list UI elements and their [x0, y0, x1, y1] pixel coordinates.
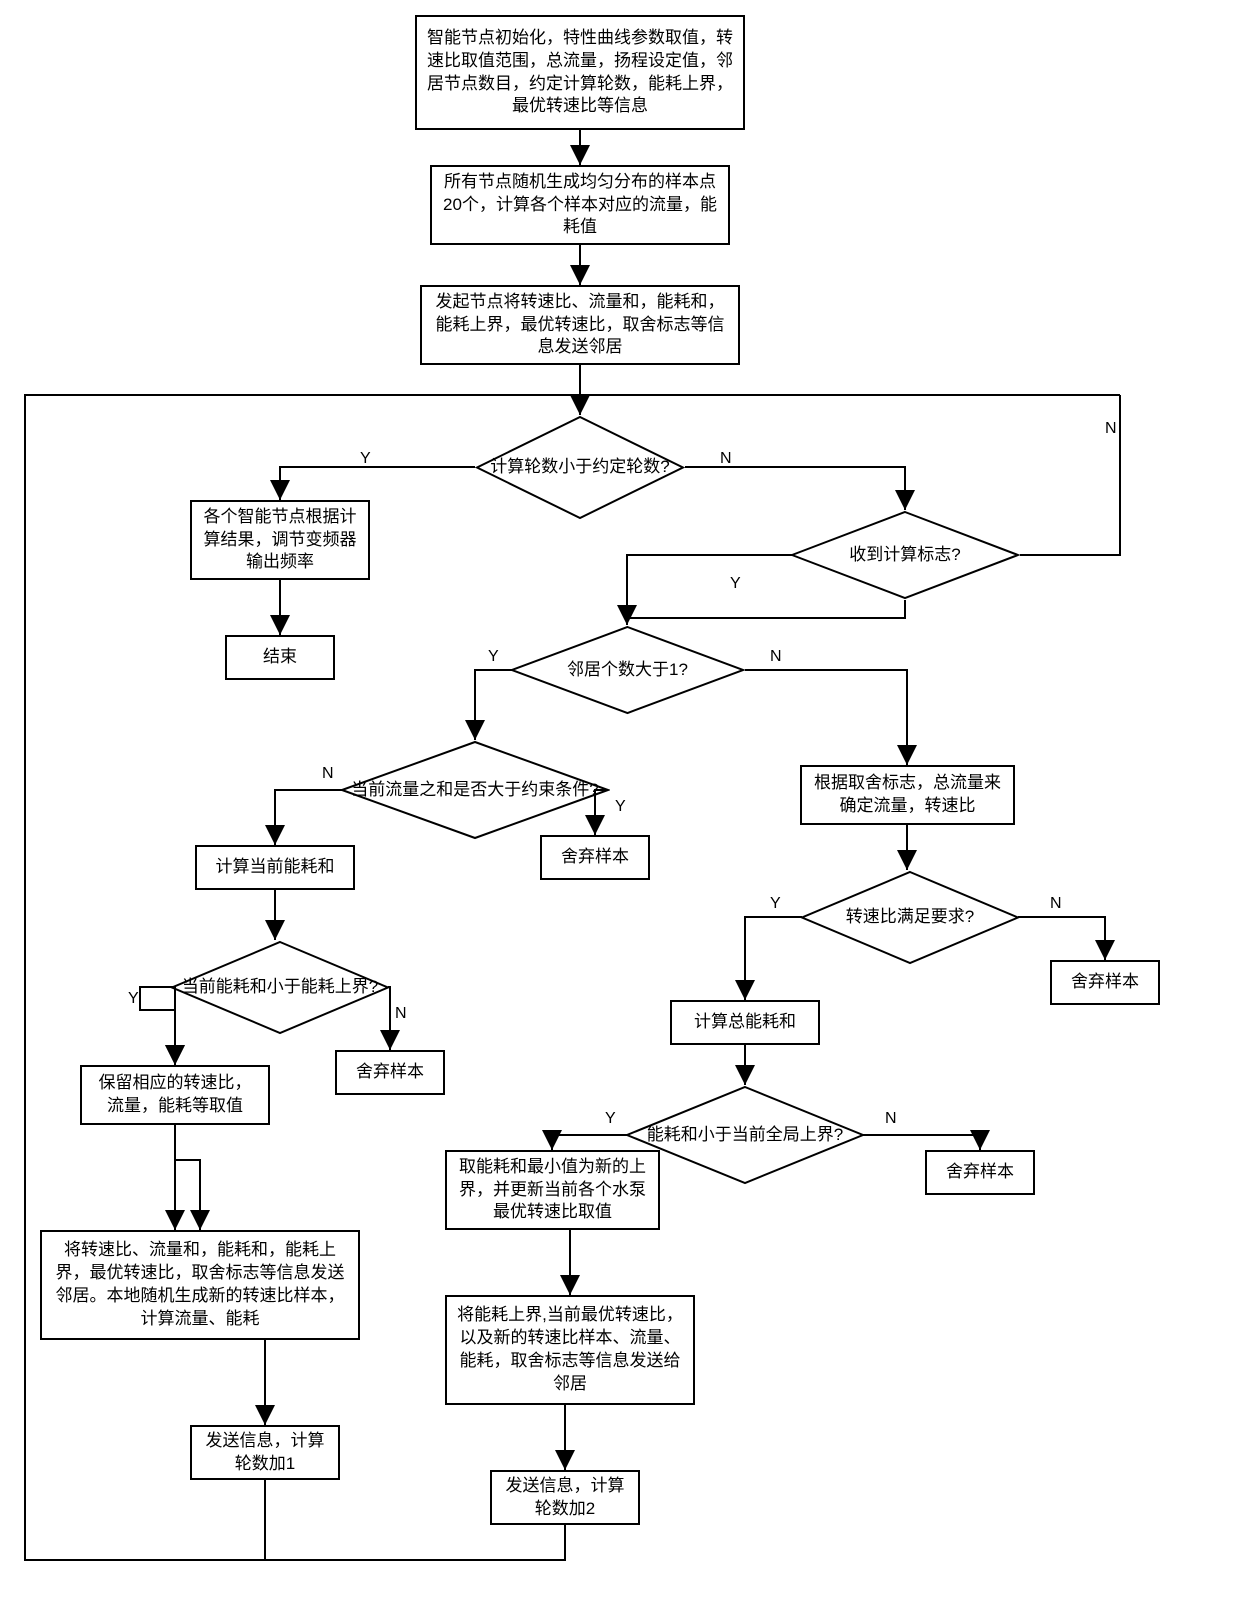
- lbl-d1-Y: Y: [360, 450, 371, 468]
- decision-rounds: 计算轮数小于约定轮数?: [475, 415, 685, 520]
- lbl-d4-N: N: [322, 765, 334, 783]
- t: 所有节点随机生成均匀分布的样本点20个，计算各个样本对应的流量，能耗值: [442, 171, 718, 240]
- lbl-d2-N: N: [1105, 420, 1117, 438]
- process-send-regen: 将转速比、流量和，能耗和，能耗上界，最优转速比，取舍标志等信息发送邻居。本地随机…: [40, 1230, 360, 1340]
- t: 智能节点初始化，特性曲线参数取值，转速比取值范围，总流量，扬程设定值，邻居节点数…: [427, 27, 733, 119]
- process-send-inc1: 发送信息，计算轮数加1: [190, 1425, 340, 1480]
- decision-global-bound: 能耗和小于当前全局上界?: [625, 1085, 865, 1185]
- lbl-d4-Y: Y: [615, 798, 626, 816]
- process-init: 智能节点初始化，特性曲线参数取值，转速比取值范围，总流量，扬程设定值，邻居节点数…: [415, 15, 745, 130]
- lbl-d7-N: N: [885, 1110, 897, 1128]
- t: 保留相应的转速比，流量，能耗等取值: [92, 1072, 258, 1118]
- process-discard-4: 舍弃样本: [925, 1150, 1035, 1195]
- process-gen-samples: 所有节点随机生成均匀分布的样本点20个，计算各个样本对应的流量，能耗值: [430, 165, 730, 245]
- t: 能耗和小于当前全局上界?: [647, 1125, 843, 1144]
- t: 各个智能节点根据计算结果，调节变频器输出频率: [202, 506, 358, 575]
- t: 计算轮数小于约定轮数?: [490, 457, 669, 476]
- process-keep-values: 保留相应的转速比，流量，能耗等取值: [80, 1065, 270, 1125]
- t: 舍弃样本: [356, 1061, 424, 1084]
- process-end: 结束: [225, 635, 335, 680]
- t: 计算当前能耗和: [216, 856, 335, 879]
- t: 发送信息，计算轮数加1: [202, 1430, 328, 1476]
- t: 舍弃样本: [946, 1161, 1014, 1184]
- process-adjust-freq: 各个智能节点根据计算结果，调节变频器输出频率: [190, 500, 370, 580]
- process-discard-2: 舍弃样本: [335, 1050, 445, 1095]
- t: 舍弃样本: [1071, 971, 1139, 994]
- process-calc-total: 计算总能耗和: [670, 1000, 820, 1045]
- t: 转速比满足要求?: [846, 907, 974, 926]
- lbl-d5-Y: Y: [128, 990, 139, 1008]
- decision-flow-gt: 当前流量之和是否大于约束条件?: [340, 740, 610, 840]
- lbl-d6-Y: Y: [770, 895, 781, 913]
- lbl-d3-N: N: [770, 648, 782, 666]
- decision-speed-ok: 转速比满足要求?: [800, 870, 1020, 965]
- t: 计算总能耗和: [694, 1011, 796, 1034]
- process-discard-3: 舍弃样本: [1050, 960, 1160, 1005]
- lbl-d1-N: N: [720, 450, 732, 468]
- lbl-d5-N: N: [395, 1005, 407, 1023]
- lbl-d6-N: N: [1050, 895, 1062, 913]
- t: 发送信息，计算轮数加2: [502, 1475, 628, 1521]
- lbl-d7-Y: Y: [605, 1110, 616, 1128]
- process-send-update: 将能耗上界,当前最优转速比，以及新的转速比样本、流量、能耗，取舍标志等信息发送给…: [445, 1295, 695, 1405]
- t: 将能耗上界,当前最优转速比，以及新的转速比样本、流量、能耗，取舍标志等信息发送给…: [457, 1304, 683, 1396]
- t: 发起节点将转速比、流量和，能耗和，能耗上界，最优转速比，取舍标志等信息发送邻居: [432, 291, 728, 360]
- process-calc-energy: 计算当前能耗和: [195, 845, 355, 890]
- lbl-d3-Y: Y: [488, 648, 499, 666]
- t: 当前流量之和是否大于约束条件?: [351, 780, 598, 799]
- t: 将转速比、流量和，能耗和，能耗上界，最优转速比，取舍标志等信息发送邻居。本地随机…: [52, 1239, 348, 1331]
- t: 当前能耗和小于能耗上界?: [182, 977, 378, 996]
- process-send-inc2: 发送信息，计算轮数加2: [490, 1470, 640, 1525]
- process-discard-1: 舍弃样本: [540, 835, 650, 880]
- t: 舍弃样本: [561, 846, 629, 869]
- process-determine: 根据取舍标志，总流量来确定流量，转速比: [800, 765, 1015, 825]
- t: 取能耗和最小值为新的上界，并更新当前各个水泵最优转速比取值: [457, 1156, 648, 1225]
- decision-neighbor-gt1: 邻居个数大于1?: [510, 625, 745, 715]
- t: 根据取舍标志，总流量来确定流量，转速比: [812, 772, 1003, 818]
- t: 收到计算标志?: [849, 545, 960, 564]
- t: 邻居个数大于1?: [567, 660, 688, 679]
- t: 结束: [263, 646, 297, 669]
- process-send-neighbor: 发起节点将转速比、流量和，能耗和，能耗上界，最优转速比，取舍标志等信息发送邻居: [420, 285, 740, 365]
- decision-energy-lt: 当前能耗和小于能耗上界?: [170, 940, 390, 1035]
- lbl-d2-Y: Y: [730, 575, 741, 593]
- decision-recv-flag: 收到计算标志?: [790, 510, 1020, 600]
